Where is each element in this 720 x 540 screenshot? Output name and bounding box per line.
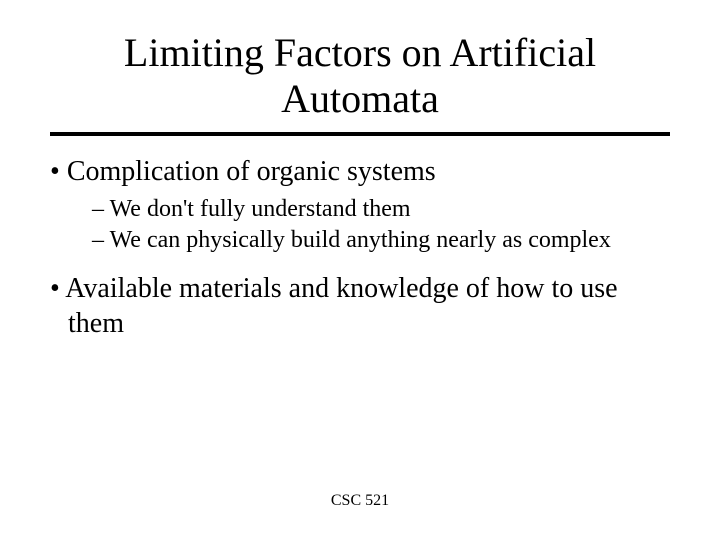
bullet-level-2: We don't fully understand them bbox=[50, 195, 670, 224]
bullet-level-2: We can physically build anything nearly … bbox=[50, 226, 670, 255]
bullet-group: Available materials and knowledge of how… bbox=[50, 271, 670, 341]
bullet-level-1: Available materials and knowledge of how… bbox=[50, 271, 670, 341]
slide-footer: CSC 521 bbox=[50, 492, 670, 520]
bullet-level-1: Complication of organic systems bbox=[50, 154, 670, 189]
slide-title: Limiting Factors on Artificial Automata bbox=[50, 30, 670, 136]
slide-content: Complication of organic systems We don't… bbox=[50, 154, 670, 492]
bullet-group: Complication of organic systems We don't… bbox=[50, 154, 670, 255]
slide-container: Limiting Factors on Artificial Automata … bbox=[0, 0, 720, 540]
